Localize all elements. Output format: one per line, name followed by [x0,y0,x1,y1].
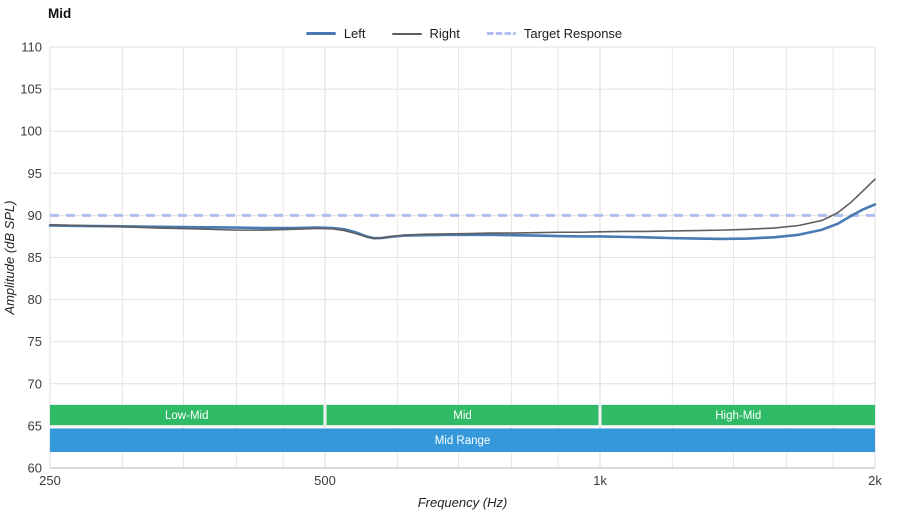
y-axis-title: Amplitude (dB SPL) [2,200,17,315]
x-tick-label-250: 250 [39,473,61,488]
legend-label-right: Right [429,26,460,41]
y-tick-label-75: 75 [28,334,42,349]
band-label-mid-range: Mid Range [435,435,491,447]
band-high-mid [601,404,875,426]
target-response-swatch-icon [485,32,516,35]
band-label-mid: Mid [453,410,472,422]
band-label-high-mid: High-Mid [715,410,761,422]
band-mid [326,404,599,426]
legend-label-left: Left [343,26,366,41]
band-low-mid [50,404,324,426]
legend-item-left[interactable]: Left [305,26,366,41]
y-tick-label-110: 110 [21,40,42,55]
y-tick-label-60: 60 [28,461,42,476]
x-tick-label-2k: 2k [868,473,882,488]
series-line-right [49,178,876,240]
series-line-left [48,203,877,241]
y-tick-label-90: 90 [28,208,42,223]
y-tick-label-95: 95 [28,166,42,181]
x-axis-title: Frequency (Hz) [418,495,508,510]
y-tick-label-80: 80 [28,292,42,307]
chart-title: Mid [48,6,72,21]
legend-label-target-response: Target Response [523,26,623,41]
band-mid-range [50,428,875,453]
legend-item-target-response[interactable]: Target Response [485,26,623,41]
right-line-swatch-icon [391,32,422,35]
legend-item-right[interactable]: Right [391,26,460,41]
chart-legend: Left Right Target Response [0,26,900,41]
y-tick-label-65: 65 [28,418,42,433]
y-tick-label-85: 85 [28,250,42,265]
x-tick-label-1k: 1k [593,473,607,488]
left-line-swatch-icon [305,32,336,35]
y-tick-label-70: 70 [28,376,42,391]
y-tick-label-105: 105 [20,82,42,97]
x-tick-label-500: 500 [314,473,336,488]
band-label-low-mid: Low-Mid [165,410,208,422]
y-tick-label-100: 100 [20,124,42,139]
